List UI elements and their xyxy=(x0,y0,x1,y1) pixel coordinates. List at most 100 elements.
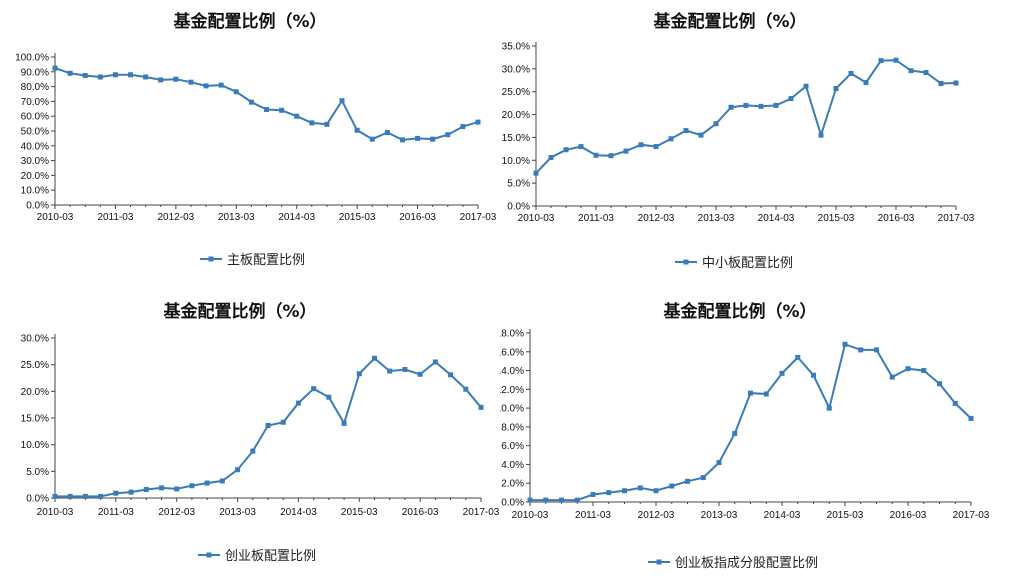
data-point xyxy=(559,497,564,503)
x-tick-label: 2015-03 xyxy=(341,507,378,518)
x-tick-label: 2017-03 xyxy=(460,212,497,223)
data-point xyxy=(893,57,899,63)
y-tick-label: 20.0% xyxy=(502,110,530,121)
data-point xyxy=(97,74,103,80)
x-tick-label: 2010-03 xyxy=(37,507,74,518)
data-point xyxy=(606,490,612,496)
y-tick-label: 20.0% xyxy=(21,171,49,182)
series-line xyxy=(535,59,957,174)
data-point xyxy=(250,448,256,454)
y-tick-label: 18.0% xyxy=(500,329,524,340)
data-point xyxy=(608,153,614,159)
data-point xyxy=(716,460,722,466)
data-point xyxy=(460,124,466,130)
data-point xyxy=(203,83,209,89)
data-point xyxy=(235,467,241,473)
data-point xyxy=(204,480,210,486)
data-point xyxy=(52,493,58,499)
x-tick-label: 2016-03 xyxy=(402,507,439,518)
data-point xyxy=(463,386,469,392)
data-point xyxy=(265,422,271,428)
y-tick-label: 8.0% xyxy=(501,422,524,433)
data-point xyxy=(341,420,347,426)
data-point xyxy=(432,359,438,365)
data-point xyxy=(159,485,164,491)
data-point xyxy=(668,136,674,142)
data-point xyxy=(908,68,914,74)
x-tick-label: 2010-03 xyxy=(518,213,555,224)
data-point xyxy=(937,381,942,387)
data-point xyxy=(826,405,832,411)
data-point xyxy=(574,497,580,503)
data-point xyxy=(311,386,317,392)
data-point xyxy=(415,135,421,141)
legend-label: 创业板配置比例 xyxy=(225,549,316,564)
data-point xyxy=(128,489,134,495)
y-tick-label: 14.0% xyxy=(500,366,524,377)
data-point xyxy=(402,366,408,372)
data-point xyxy=(369,136,375,142)
x-tick-label: 2011-03 xyxy=(98,507,134,518)
data-point xyxy=(653,144,659,150)
data-point xyxy=(842,341,848,347)
data-point xyxy=(445,132,451,138)
data-point xyxy=(923,70,929,76)
chart-title: 基金配置比例（%） xyxy=(172,11,326,32)
y-tick-label: 25.0% xyxy=(21,360,49,371)
chart-chinext-board: 基金配置比例（%） 0.0% 5.0% 10.0% 15.0% 20.0% 25.0% 30.… xyxy=(21,301,500,564)
x-tick-label: 2014-03 xyxy=(278,212,315,223)
y-tick-label: 0.0% xyxy=(26,494,49,505)
y-tick-label: 35.0% xyxy=(502,42,530,53)
chart-chinext-index-constituents: 基金配置比例（%） 0.0% 2.0% 4.0% 6.0% 8.0% 10.0% 12.0% 1… xyxy=(500,301,990,571)
y-tick-label: 4.0% xyxy=(501,460,524,471)
x-tick-label: 2017-03 xyxy=(938,213,975,224)
x-tick-label: 2013-03 xyxy=(698,213,735,224)
y-tick-label: 70.0% xyxy=(21,97,49,108)
y-tick-label: 10.0% xyxy=(21,186,49,197)
data-point xyxy=(248,99,254,105)
data-point xyxy=(448,372,454,378)
data-point xyxy=(905,366,911,372)
x-tick-label: 2012-03 xyxy=(158,212,195,223)
y-tick-label: 15.0% xyxy=(21,414,49,425)
x-tick-label: 2013-03 xyxy=(219,507,256,518)
data-point xyxy=(952,400,958,406)
y-tick-label: 50.0% xyxy=(21,127,49,138)
data-point xyxy=(788,96,794,102)
data-point xyxy=(593,152,599,158)
x-tick-label: 2012-03 xyxy=(158,507,195,518)
data-point xyxy=(189,483,195,489)
legend-marker-icon xyxy=(683,259,689,265)
data-point xyxy=(143,74,149,80)
data-point xyxy=(953,80,959,86)
data-point xyxy=(112,72,118,78)
data-point xyxy=(158,77,164,83)
legend-marker-icon xyxy=(656,559,662,565)
data-point xyxy=(700,475,706,481)
data-point xyxy=(113,490,119,496)
x-tick-label: 2016-03 xyxy=(399,212,436,223)
x-tick-label: 2017-03 xyxy=(463,507,500,518)
data-point xyxy=(264,107,269,113)
data-point xyxy=(698,132,704,138)
data-point xyxy=(295,400,301,406)
data-point xyxy=(938,80,944,86)
y-tick-label: 90.0% xyxy=(21,67,49,78)
y-tick-label: 2.0% xyxy=(501,479,524,490)
x-tick-label: 2015-03 xyxy=(818,213,855,224)
data-point xyxy=(758,103,764,109)
data-point xyxy=(173,76,179,82)
y-tick-label: 10.0% xyxy=(502,156,530,167)
data-point xyxy=(743,102,749,108)
y-tick-label: 0.0% xyxy=(507,202,530,213)
data-point xyxy=(683,128,689,134)
x-tick-label: 2014-03 xyxy=(758,213,795,224)
data-point xyxy=(543,497,549,503)
data-point xyxy=(858,347,864,353)
chart-sme-board: 基金配置比例（%） 0.0% 5.0% 10.0% 15.0% 20.0% 25.0% 30.… xyxy=(502,11,975,271)
y-tick-label: 30.0% xyxy=(21,334,49,345)
series-line xyxy=(54,67,479,141)
x-tick-label: 2010-03 xyxy=(512,510,549,521)
data-point xyxy=(52,65,58,71)
data-point xyxy=(533,170,539,176)
